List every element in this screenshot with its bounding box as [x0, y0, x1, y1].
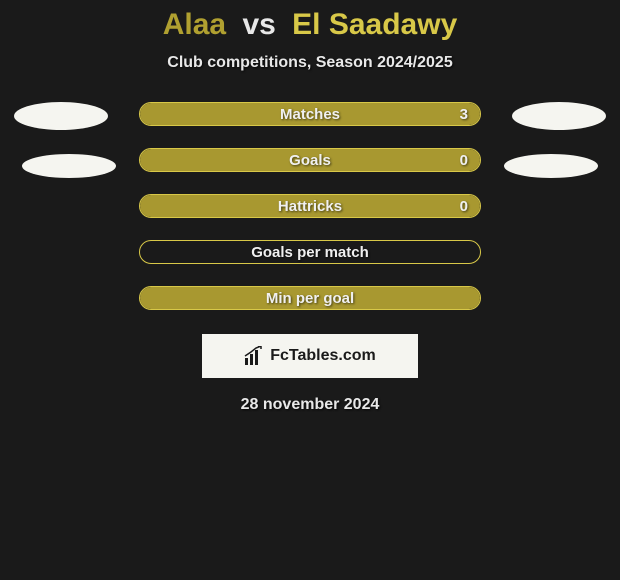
- stat-row-hattricks: Hattricks 0: [139, 194, 481, 218]
- main-container: Alaa vs El Saadawy Club competitions, Se…: [0, 0, 620, 414]
- date-label: 28 november 2024: [241, 396, 380, 414]
- player1-marker-bottom: [22, 154, 116, 178]
- subtitle: Club competitions, Season 2024/2025: [167, 54, 452, 72]
- stat-label: Goals: [289, 152, 331, 169]
- stat-value: 0: [460, 152, 468, 169]
- stat-label: Min per goal: [266, 290, 354, 307]
- stat-label: Goals per match: [251, 244, 369, 261]
- site-logo[interactable]: FcTables.com: [202, 334, 418, 378]
- player2-marker-top: [512, 102, 606, 130]
- logo-text: FcTables.com: [270, 347, 376, 365]
- vs-label: vs: [242, 8, 275, 41]
- stat-value: 0: [460, 198, 468, 215]
- player1-marker-top: [14, 102, 108, 130]
- player1-name: Alaa: [163, 8, 226, 41]
- stat-row-goals-per-match: Goals per match: [139, 240, 481, 264]
- stat-value: 3: [460, 106, 468, 123]
- stat-row-matches: Matches 3: [139, 102, 481, 126]
- stats-area: Matches 3 Goals 0 Hattricks 0 Goals per …: [0, 102, 620, 310]
- stat-label: Matches: [280, 106, 340, 123]
- player2-name: El Saadawy: [292, 8, 457, 41]
- player2-marker-bottom: [504, 154, 598, 178]
- stat-row-min-per-goal: Min per goal: [139, 286, 481, 310]
- stat-label: Hattricks: [278, 198, 342, 215]
- stat-row-goals: Goals 0: [139, 148, 481, 172]
- page-title: Alaa vs El Saadawy: [163, 8, 458, 42]
- chart-icon: [244, 346, 264, 366]
- stat-bars: Matches 3 Goals 0 Hattricks 0 Goals per …: [139, 102, 481, 310]
